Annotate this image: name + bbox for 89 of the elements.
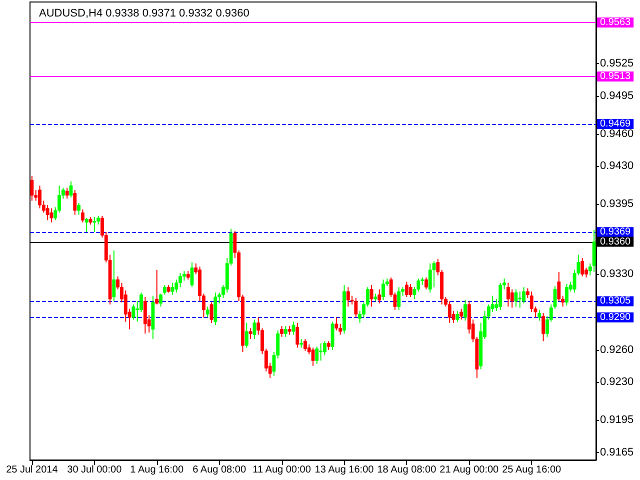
- x-tick-label: 30 Jul 00:00: [67, 464, 122, 476]
- x-tick-label: 6 Aug 08:00: [192, 464, 246, 476]
- candlestick: [514, 288, 518, 308]
- candlestick: [284, 326, 288, 338]
- x-tick-label: 11 Aug 00:00: [252, 464, 312, 476]
- candlestick: [162, 284, 166, 296]
- candlestick: [330, 321, 334, 350]
- candlestick: [303, 338, 307, 352]
- candlestick: [69, 180, 73, 198]
- candlestick: [334, 316, 338, 331]
- candlestick: [315, 346, 319, 364]
- candlestick: [174, 279, 178, 294]
- ref-line-label: 0.9469: [600, 118, 632, 130]
- candlestick: [456, 310, 460, 322]
- ref-line-label: 0.9513: [600, 71, 632, 82]
- candlestick: [580, 258, 584, 277]
- y-tick-label: 0.9260: [600, 344, 634, 356]
- candlestick: [370, 284, 374, 308]
- candlestick: [565, 283, 568, 306]
- candlestick: [210, 302, 214, 324]
- y-tick-label: 0.9495: [600, 90, 634, 102]
- candlestick: [424, 276, 428, 290]
- y-tick-label: 0.9460: [600, 128, 634, 140]
- candlestick: [296, 322, 300, 348]
- candlestick: [460, 308, 464, 320]
- candlestick: [404, 281, 408, 298]
- ref-line-label: 0.9290: [600, 312, 632, 323]
- candlestick: [30, 175, 34, 202]
- y-tick-label: 0.9165: [600, 446, 634, 458]
- x-tick-label: 18 Aug 08:00: [377, 464, 437, 476]
- ref-line-label: 0.9369: [600, 226, 632, 238]
- candlestick: [408, 283, 412, 298]
- ref-line-label: 0.9305: [600, 296, 632, 307]
- candlestick: [65, 187, 69, 200]
- candlestick: [557, 272, 561, 302]
- candlestick: [155, 269, 159, 305]
- candlestick: [448, 300, 452, 324]
- ref-line-label: 0.9360: [600, 236, 632, 248]
- candlestick: [206, 306, 210, 318]
- candlestick: [190, 262, 194, 288]
- candlestick: [378, 288, 382, 304]
- candlestick: [248, 328, 252, 340]
- candlestick: [464, 300, 467, 322]
- candlestick: [311, 347, 315, 367]
- candlestick: [46, 204, 50, 221]
- candlestick: [506, 282, 510, 308]
- candlestick: [80, 208, 84, 223]
- y-tick-label: 0.9430: [600, 160, 634, 172]
- y-tick-label: 0.9330: [600, 268, 634, 280]
- candlestick: [252, 319, 256, 340]
- candlestick: [592, 229, 596, 273]
- x-tick-label: 21 Aug 00:00: [440, 464, 500, 476]
- candlestick: [143, 296, 147, 334]
- candlestick: [112, 250, 116, 302]
- candlestick: [382, 279, 385, 301]
- candlestick: [542, 312, 546, 342]
- candlestick: [280, 326, 284, 338]
- text: AUDUSD,H4 0.9338 0.9371 0.9332 0.9360: [39, 8, 250, 20]
- candlestick: [77, 202, 81, 216]
- candlestick: [510, 288, 514, 308]
- candlestick: [50, 208, 54, 223]
- candlestick: [132, 304, 136, 320]
- candlestick: [354, 297, 358, 318]
- candlestick: [498, 282, 502, 310]
- candlestick: [170, 282, 174, 296]
- candlestick: [522, 286, 526, 304]
- x-tick-label: 1 Aug 16:00: [130, 464, 184, 476]
- candlestick: [538, 309, 542, 322]
- candlestick: [159, 293, 162, 308]
- y-tick-label: 0.9195: [600, 414, 634, 426]
- candlestick: [244, 322, 248, 348]
- y-tick-label: 0.9395: [600, 198, 634, 210]
- x-tick-label: 13 Aug 16:00: [314, 464, 374, 476]
- candlestick: [518, 290, 522, 308]
- candlestick: [319, 342, 323, 362]
- x-tick-label: 25 Aug 16:00: [502, 464, 562, 476]
- candlestick: [397, 286, 401, 310]
- y-tick-label: 0.9230: [600, 376, 634, 388]
- candlestick: [73, 189, 77, 216]
- candlestick: [428, 262, 432, 294]
- y-tick-label: 0.9525: [600, 58, 634, 70]
- candlestick: [92, 216, 96, 233]
- candlestick: [292, 321, 296, 336]
- candlestick: [346, 286, 350, 308]
- x-tick-label: 25 Jul 2014: [6, 464, 58, 476]
- candlestick: [38, 185, 42, 209]
- ref-line-label: 0.9563: [600, 17, 632, 28]
- candlestick: [490, 295, 494, 313]
- candlestick: [84, 218, 88, 233]
